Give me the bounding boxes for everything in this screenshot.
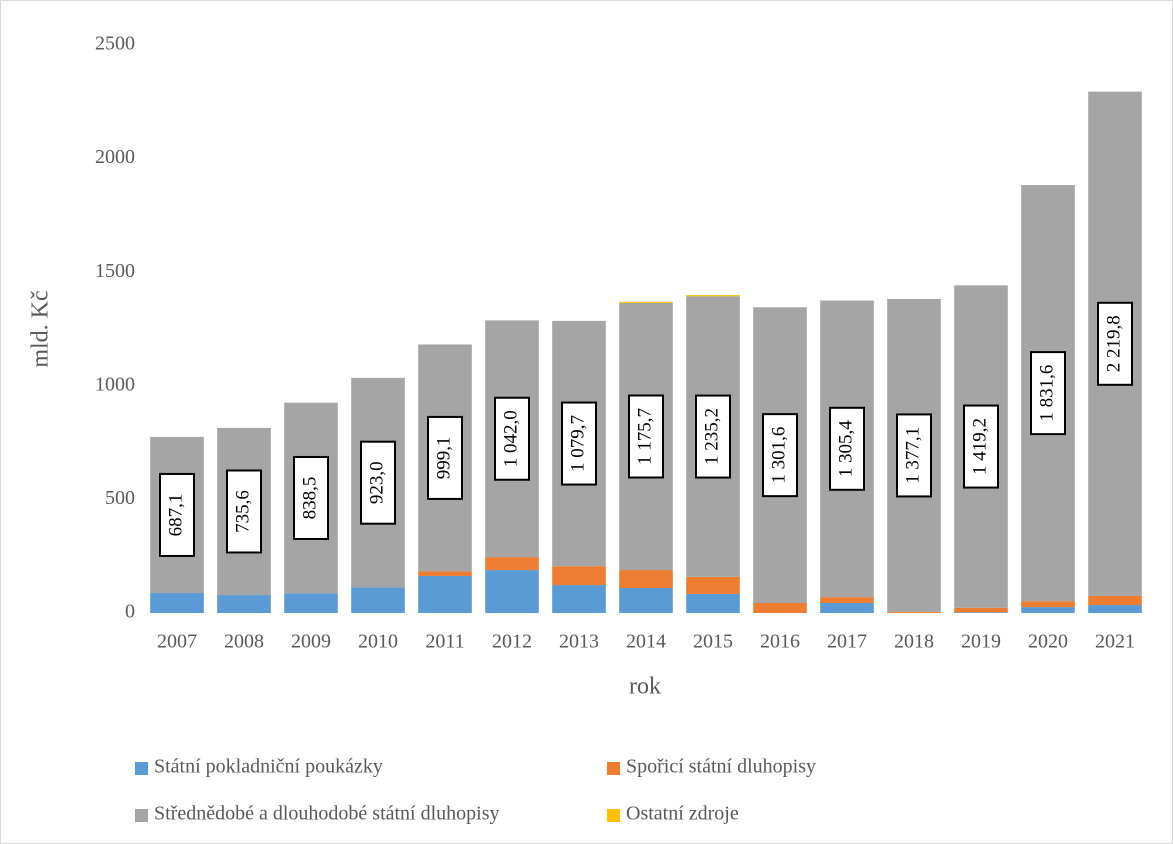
value-label: 838,5 xyxy=(299,477,320,520)
value-label-box xyxy=(293,455,329,540)
value-label-box xyxy=(1097,301,1133,386)
legend-swatch xyxy=(607,809,620,822)
legend-label: Státní pokladniční poukázky xyxy=(154,756,383,778)
legend-label: Střednědobé a dlouhodobé státní dluhopis… xyxy=(154,803,500,825)
value-label: 1 831,6 xyxy=(1036,365,1057,422)
value-label: 1 377,1 xyxy=(902,427,923,484)
bar-segment xyxy=(552,585,606,613)
legend-label: Ostatní zdroje xyxy=(626,803,739,825)
x-tick-label: 2009 xyxy=(291,631,331,653)
y-tick-label: 500 xyxy=(105,487,135,509)
x-tick-label: 2007 xyxy=(157,631,197,653)
bar-segment xyxy=(418,571,472,576)
x-tick-label: 2015 xyxy=(693,631,733,653)
bar-segment xyxy=(1021,607,1075,613)
value-label-box xyxy=(896,413,932,498)
y-tick-label: 1000 xyxy=(95,373,135,395)
bar-segment xyxy=(1088,595,1142,606)
x-tick-label: 2008 xyxy=(224,631,264,653)
bar-segment xyxy=(619,588,673,613)
x-tick-label: 2021 xyxy=(1095,631,1135,653)
y-tick-label: 2000 xyxy=(95,146,135,168)
value-label-box xyxy=(494,396,530,481)
legend-swatch xyxy=(135,809,148,822)
bar-segment xyxy=(753,603,807,613)
value-label: 1 175,7 xyxy=(634,408,655,465)
y-tick-label: 1500 xyxy=(95,260,135,282)
bar-segment xyxy=(1088,605,1142,613)
value-label-box xyxy=(159,472,195,557)
bar-segment xyxy=(820,597,874,604)
x-tick-label: 2018 xyxy=(894,631,934,653)
legend-label: Spořicí státní dluhopisy xyxy=(626,756,816,778)
value-label: 2 219,8 xyxy=(1103,315,1124,372)
value-label-box xyxy=(628,394,664,479)
legend-swatch xyxy=(135,762,148,775)
value-label: 1 079,7 xyxy=(567,415,588,472)
bar-segment xyxy=(485,557,539,571)
bar-segment xyxy=(485,570,539,613)
legend-swatch xyxy=(607,762,620,775)
x-axis-label: rok xyxy=(629,674,661,700)
value-label-box xyxy=(762,413,798,498)
x-tick-label: 2012 xyxy=(492,631,532,653)
bar-segment xyxy=(284,593,338,613)
value-label-box xyxy=(695,394,731,479)
value-label: 1 419,2 xyxy=(969,418,990,475)
bar-segment xyxy=(418,575,472,613)
value-label-box xyxy=(226,469,262,554)
bar-segment xyxy=(217,595,271,613)
bar-segment xyxy=(552,566,606,586)
value-label-box xyxy=(427,415,463,500)
value-label: 735,6 xyxy=(232,490,253,533)
bar-segment xyxy=(954,607,1008,613)
bar-segment xyxy=(686,576,740,594)
value-label: 923,0 xyxy=(366,461,387,504)
bar-segment xyxy=(619,570,673,589)
x-tick-label: 2010 xyxy=(358,631,398,653)
value-label: 999,1 xyxy=(433,437,454,480)
x-tick-label: 2014 xyxy=(626,631,666,653)
bar-segment xyxy=(820,603,874,613)
bar-segment xyxy=(1021,601,1075,608)
x-tick-label: 2019 xyxy=(961,631,1001,653)
value-label: 1 042,0 xyxy=(500,410,521,467)
bar-segment xyxy=(150,593,204,613)
value-label: 1 301,6 xyxy=(768,427,789,484)
bar-segment xyxy=(686,593,740,613)
x-tick-label: 2017 xyxy=(827,631,867,653)
bar-segment xyxy=(351,587,405,613)
value-label-box xyxy=(963,404,999,489)
bar-segment xyxy=(619,301,673,303)
x-tick-label: 2020 xyxy=(1028,631,1068,653)
value-label-box xyxy=(360,440,396,525)
value-label-box xyxy=(561,401,597,486)
x-tick-label: 2016 xyxy=(760,631,800,653)
y-tick-label: 0 xyxy=(125,601,135,623)
value-label-box xyxy=(1030,351,1066,436)
y-axis-label: mld. Kč xyxy=(28,290,54,367)
value-label: 1 305,4 xyxy=(835,420,856,478)
value-label-box xyxy=(829,406,865,491)
value-label: 1 235,2 xyxy=(701,408,722,465)
value-label: 687,1 xyxy=(165,494,186,537)
bar-segment xyxy=(954,612,1008,613)
bar-segment xyxy=(686,295,740,297)
x-tick-label: 2011 xyxy=(425,631,464,653)
x-tick-label: 2013 xyxy=(559,631,599,653)
bar-segment xyxy=(887,611,941,613)
y-tick-label: 2500 xyxy=(95,33,135,55)
